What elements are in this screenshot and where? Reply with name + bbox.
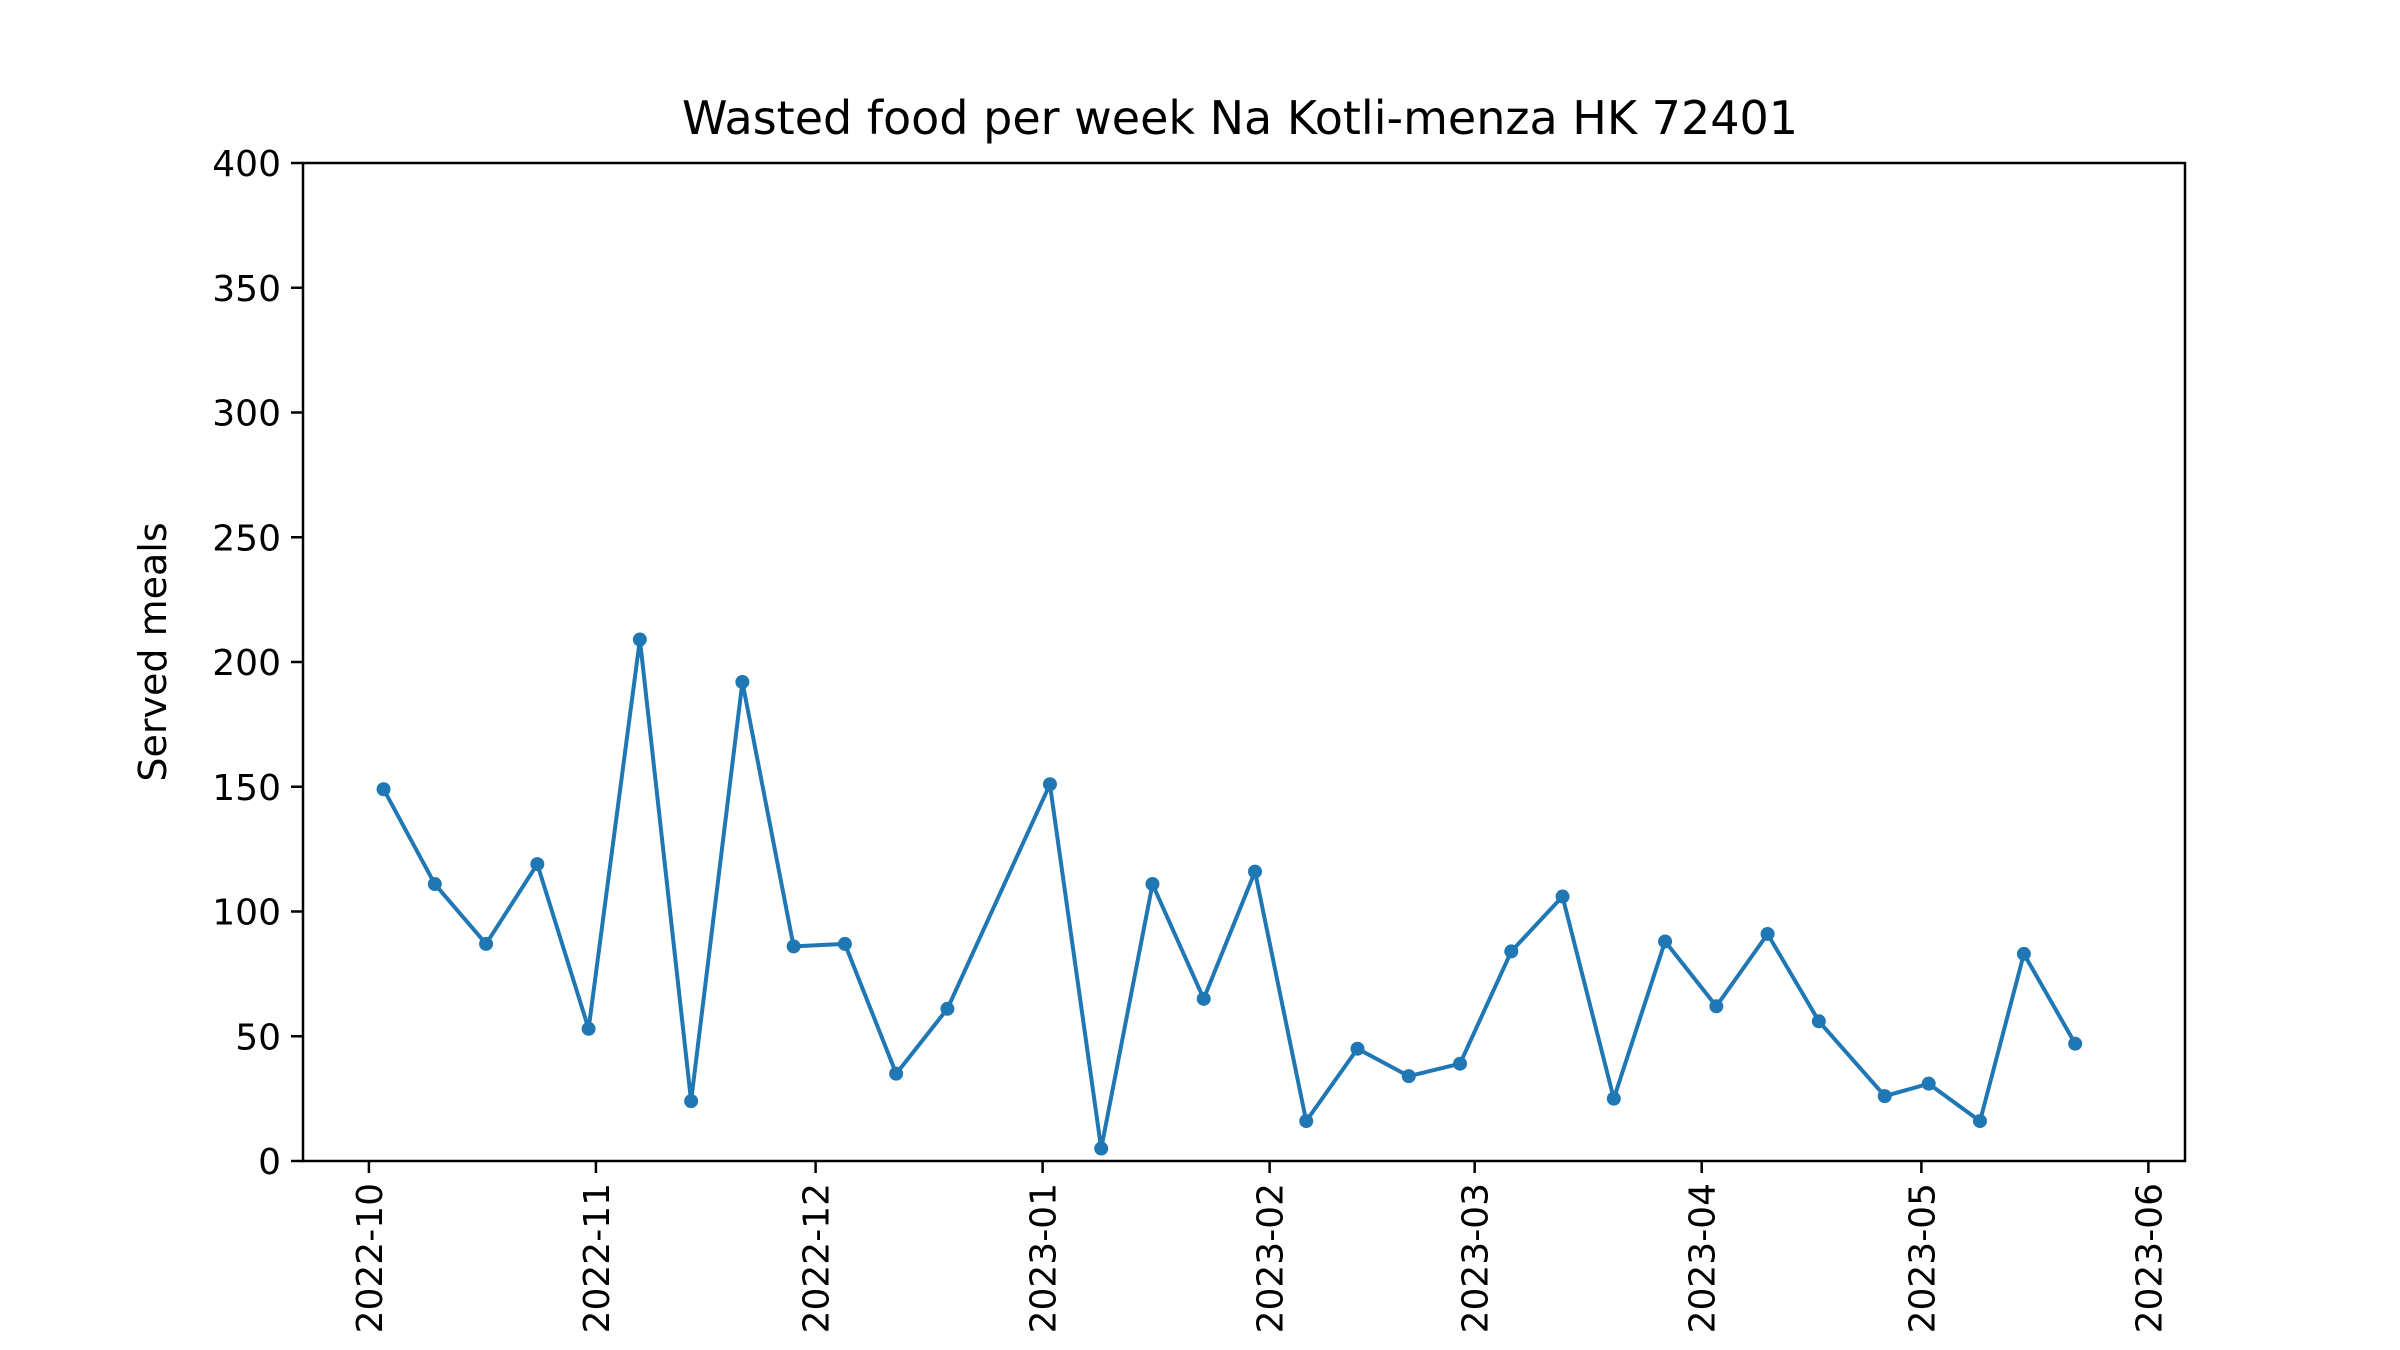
data-point <box>1350 1041 1365 1056</box>
data-point <box>1247 864 1262 879</box>
data-point <box>2068 1036 2083 1051</box>
data-point <box>479 936 494 951</box>
x-tick-label: 2023-04 <box>1683 1183 1724 1333</box>
data-point <box>1811 1014 1826 1029</box>
axes-frame <box>301 161 2187 1163</box>
data-point <box>1709 999 1724 1014</box>
data-point <box>735 674 750 689</box>
data-point <box>1658 934 1673 949</box>
data-point <box>530 857 545 872</box>
y-tick-label: 400 <box>212 144 281 185</box>
data-point <box>1555 889 1570 904</box>
data-point <box>1877 1089 1892 1104</box>
data-point <box>1042 777 1057 792</box>
series-group <box>376 632 2083 1156</box>
y-tick-label: 50 <box>235 1017 281 1058</box>
x-tick-label: 2023-06 <box>2129 1183 2170 1333</box>
data-point <box>376 782 391 797</box>
data-point <box>1760 926 1775 941</box>
x-tick-label: 2022-12 <box>797 1183 838 1333</box>
data-point <box>1504 944 1519 959</box>
y-tick-label: 250 <box>212 518 281 559</box>
y-tick-label: 300 <box>212 394 281 435</box>
data-point <box>1921 1076 1936 1091</box>
data-point <box>632 632 647 647</box>
y-axis: 0 50 100 150 200 250 300 350 400 <box>212 144 303 1183</box>
data-point <box>889 1066 904 1081</box>
series-line <box>381 637 2077 1151</box>
y-tick-label: 200 <box>212 643 281 684</box>
y-tick-label: 0 <box>258 1142 281 1183</box>
x-tick-label: 2023-05 <box>1902 1183 1943 1333</box>
y-tick-label: 350 <box>212 269 281 310</box>
y-tick-label: 100 <box>212 893 281 934</box>
data-point <box>940 1001 955 1016</box>
data-point <box>581 1021 596 1036</box>
data-point <box>786 939 801 954</box>
chart-title: Wasted food per week Na Kotli-menza HK 7… <box>682 91 1798 145</box>
x-tick-label: 2023-03 <box>1456 1183 1497 1333</box>
data-point <box>1145 877 1160 892</box>
x-tick-label: 2023-01 <box>1024 1183 1065 1333</box>
data-point <box>1196 991 1211 1006</box>
y-tick-label: 150 <box>212 768 281 809</box>
x-axis: 2022-10 2022-11 2022-12 2023-01 2023-02 2023-… <box>350 1161 2170 1333</box>
data-point <box>1299 1114 1314 1129</box>
y-axis-label: Served meals <box>131 522 175 781</box>
data-point <box>2016 946 2031 961</box>
data-point <box>684 1094 699 1109</box>
x-tick-label: 2022-11 <box>577 1183 618 1333</box>
data-point <box>1972 1114 1987 1129</box>
data-point <box>1094 1141 1109 1156</box>
x-tick-label: 2022-10 <box>350 1183 391 1333</box>
data-point <box>1606 1091 1621 1106</box>
data-point <box>1401 1069 1416 1084</box>
data-point <box>427 877 442 892</box>
x-tick-label: 2023-02 <box>1251 1183 1292 1333</box>
data-point <box>1453 1056 1468 1071</box>
data-point <box>837 936 852 951</box>
